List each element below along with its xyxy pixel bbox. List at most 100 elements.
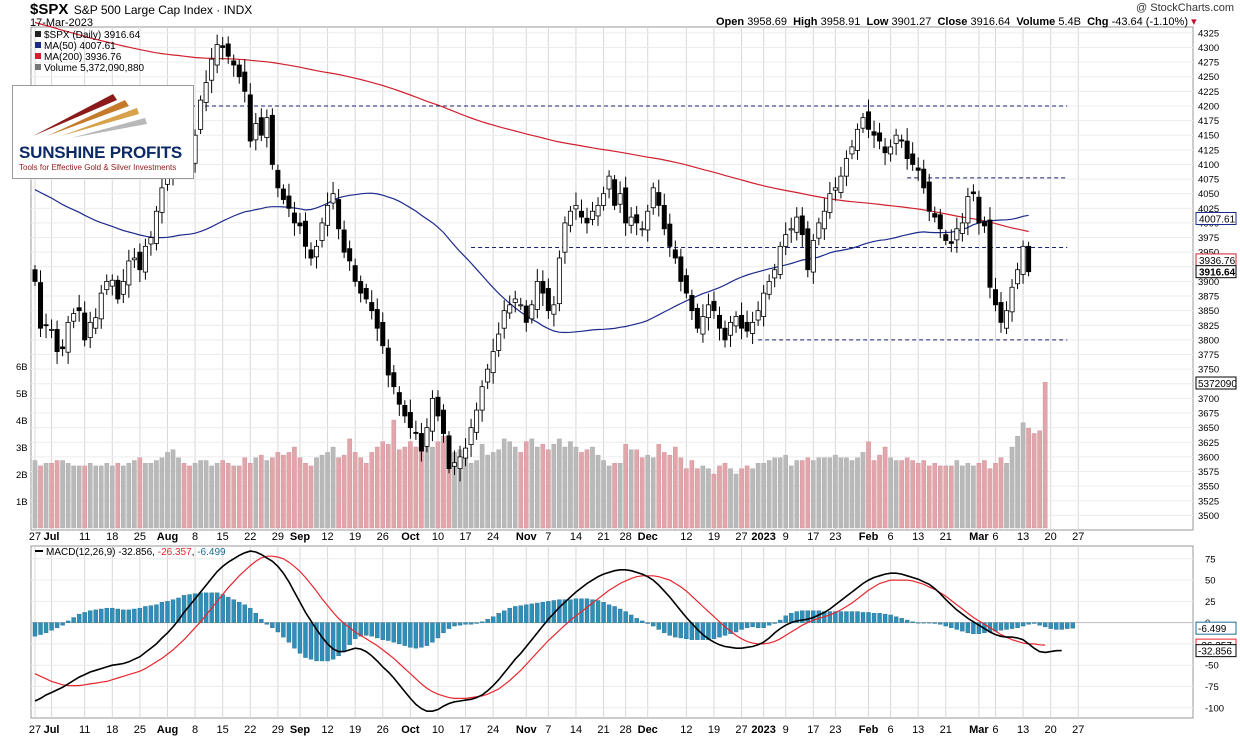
candle-body [126, 260, 132, 286]
price-tick-label: 4250 [1198, 72, 1219, 83]
x-tick-label: Aug [157, 531, 178, 543]
candle-body [1009, 286, 1015, 313]
volume-bar [441, 436, 446, 529]
macd-hist-bar [292, 622, 297, 649]
volume-bar [546, 449, 551, 529]
macd-hist-bar [744, 622, 750, 628]
volume-bar [540, 444, 546, 529]
candle-body [871, 131, 877, 136]
macd-hist-bar [441, 622, 446, 634]
candle-body [860, 117, 866, 129]
x-tick-label: Nov [516, 531, 538, 543]
macd-hist-bar [237, 601, 242, 623]
candle-body [943, 234, 949, 241]
candle-body [788, 228, 794, 231]
volume-bar [954, 460, 960, 529]
macd-hist-bar [496, 613, 501, 623]
macd-hist-bar [446, 622, 452, 629]
macd-tag-box [1195, 621, 1237, 635]
price-tick-label: 4050 [1198, 189, 1219, 200]
macd-hist-bar [490, 616, 496, 623]
macd-hist-bar [833, 611, 838, 623]
volume-bar [181, 463, 187, 529]
x-tick-label-bottom: 27 [735, 724, 747, 736]
x-tick-label-bottom: 21 [940, 724, 952, 736]
volume-bar [722, 463, 728, 529]
macd-tick-label: 75 [1205, 554, 1216, 565]
candle-body [457, 456, 463, 469]
candle-body [777, 245, 783, 275]
volume-bar [165, 452, 170, 529]
candle-body [705, 304, 711, 319]
candle-body [76, 307, 82, 312]
volume-bar [949, 465, 954, 529]
macd-hist-bar [711, 622, 717, 640]
price-tag-close: 3916.64 [1199, 268, 1236, 279]
volume-bar [551, 444, 557, 529]
macd-hist-bar [457, 622, 463, 626]
macd-hist-bar [502, 610, 507, 623]
macd-hist-bar [286, 622, 292, 643]
candle-body [297, 222, 303, 227]
x-tick-label-bottom: 10 [432, 724, 444, 736]
volume-bar [143, 463, 148, 529]
x-tick-label-bottom: Nov [516, 724, 538, 736]
macd-hist-bar [181, 595, 187, 623]
volume-bar [606, 465, 612, 529]
volume-bar [38, 465, 43, 529]
x-tick-label-bottom: Sep [290, 724, 310, 736]
macd-hist-bar [739, 622, 744, 630]
candle-body [242, 71, 248, 92]
macd-hist-bar [927, 622, 932, 624]
candle-body [910, 153, 916, 165]
candle-body [380, 321, 386, 347]
macd-hist-bar [794, 611, 799, 623]
macd-hist-bar [783, 615, 788, 623]
candle-body [750, 321, 756, 334]
candle-body [794, 216, 800, 233]
candle-body [115, 279, 121, 300]
candle-body [849, 146, 855, 155]
candle-body [606, 175, 612, 190]
volume-bar [236, 465, 242, 529]
candle-body [959, 222, 965, 234]
macd-hist-bar [882, 613, 888, 623]
candle-body [93, 317, 99, 329]
macd-hist-bar [336, 622, 341, 657]
candle-body [314, 245, 320, 258]
volume-bar [926, 465, 932, 529]
candle-body [689, 295, 695, 312]
macd-hist-bar [700, 622, 706, 640]
x-tick-label: Feb [859, 531, 879, 543]
x-tick-label: 22 [244, 531, 256, 543]
candle-body [772, 269, 778, 279]
candle-body [485, 368, 491, 383]
legend-ma200-swatch [35, 53, 41, 59]
candle-body [877, 132, 883, 142]
macd-hist-bar [49, 622, 54, 631]
x-tick-label-bottom: 23 [829, 724, 841, 736]
volume-bar [717, 465, 722, 529]
x-tick-label-bottom: 15 [217, 724, 229, 736]
macd-hist-bar [148, 605, 154, 623]
macd-hist-bar [1048, 622, 1053, 629]
x-tick-label: Jul [44, 531, 60, 543]
candle-body [54, 328, 60, 353]
candle-body [1026, 245, 1032, 273]
candle-body [678, 256, 684, 282]
symbol: $SPX [30, 1, 69, 18]
candle-body [799, 215, 805, 236]
macd-hist-bar [673, 622, 678, 638]
volume-bar [203, 460, 209, 529]
macd-tag-box [1195, 644, 1237, 658]
macd-hist-bar [99, 608, 104, 623]
x-tick-label-bottom: 11 [79, 724, 90, 736]
candle-body [203, 82, 209, 103]
candle-body [937, 214, 943, 230]
volume-bar [374, 446, 380, 529]
volume-bar [590, 446, 595, 529]
macd-hist-bar [121, 609, 126, 623]
macd-hist-bar [76, 613, 82, 623]
volume-bar [380, 441, 386, 529]
